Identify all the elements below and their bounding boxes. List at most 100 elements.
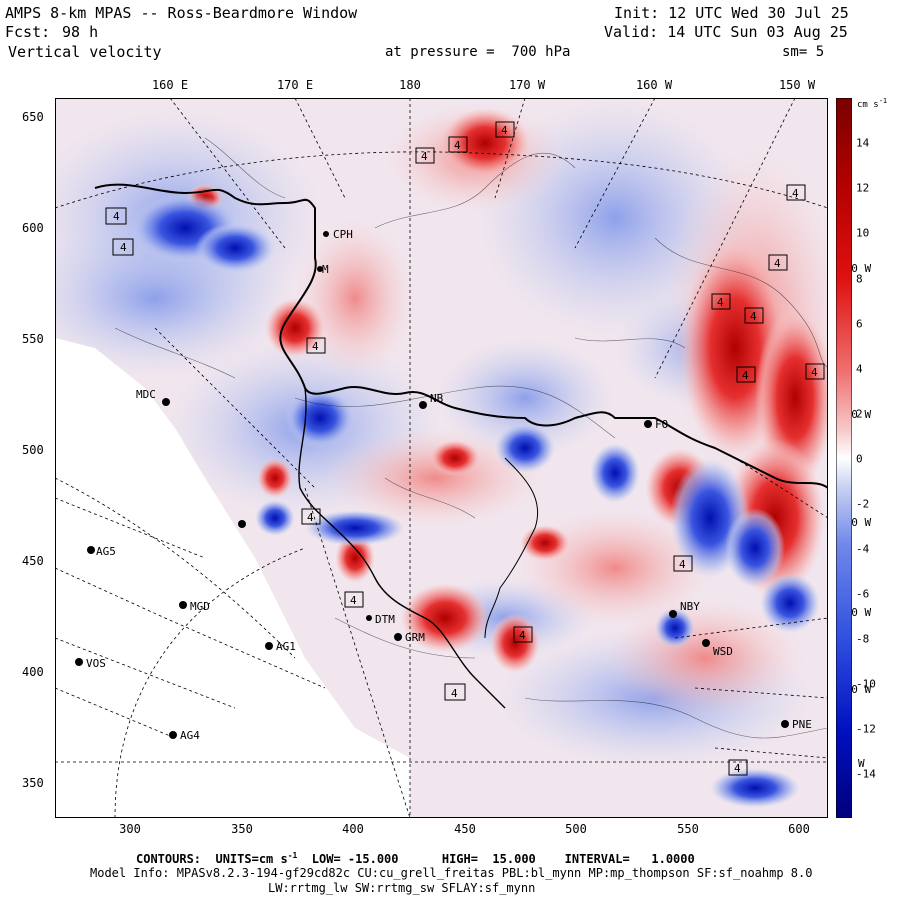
station-dot-ag4 bbox=[169, 731, 177, 739]
svg-text:4: 4 bbox=[811, 366, 818, 379]
svg-text:4: 4 bbox=[312, 340, 319, 353]
box-label: 4 bbox=[728, 759, 748, 776]
bottom-tick-600: 600 bbox=[788, 822, 810, 836]
left-tick-650: 650 bbox=[22, 110, 44, 124]
valid-time: Valid: 14 UTC Sun 03 Aug 25 bbox=[604, 23, 848, 41]
colorbar-label: -6 bbox=[856, 587, 870, 601]
box-label: 4 bbox=[112, 238, 134, 256]
station-dot-fo bbox=[644, 420, 652, 428]
forecast-hours: 98 h bbox=[62, 23, 99, 41]
left-tick-450: 450 bbox=[22, 554, 44, 568]
station-dot-ag1 bbox=[265, 642, 273, 650]
map-frame bbox=[55, 98, 828, 818]
box-label: 4 bbox=[306, 337, 326, 354]
svg-text:4: 4 bbox=[307, 511, 314, 524]
box-label: 4 bbox=[495, 121, 515, 138]
top-tick-160e: 160 E bbox=[151, 78, 189, 92]
box-label: 4 bbox=[344, 591, 364, 608]
left-tick-350: 350 bbox=[22, 776, 44, 790]
station-label-vos: VOS bbox=[86, 657, 106, 670]
bottom-tick-500: 500 bbox=[565, 822, 587, 836]
contours-info: CONTOURS: UNITS=cm s-1 LOW= -15.000 HIGH… bbox=[136, 851, 695, 866]
colorbar-label: 8 bbox=[856, 272, 863, 286]
colorbar-label: -8 bbox=[856, 632, 870, 646]
svg-text:4: 4 bbox=[717, 296, 724, 309]
top-tick-150w: 150 W bbox=[778, 78, 816, 92]
coastline-transantarctic bbox=[298, 387, 506, 709]
box-label: 4 bbox=[513, 626, 533, 643]
colorbar bbox=[836, 98, 852, 818]
colorbar-label: 12 bbox=[856, 181, 870, 195]
station-dot-nb bbox=[419, 401, 427, 409]
field-name: Vertical velocity bbox=[8, 43, 162, 61]
init-time: Init: 12 UTC Wed 30 Jul 25 bbox=[614, 4, 849, 22]
station-label-nby: NBY bbox=[680, 600, 700, 613]
svg-text:4: 4 bbox=[451, 687, 458, 700]
station-dot-ag5 bbox=[87, 546, 95, 554]
station-label-fo: FO bbox=[655, 418, 668, 431]
box-label: 4 bbox=[673, 555, 693, 572]
station-label-m: M bbox=[322, 263, 329, 276]
svg-text:4: 4 bbox=[750, 310, 757, 323]
top-tick-170e: 170 E bbox=[276, 78, 314, 92]
station-dot-grm bbox=[394, 633, 402, 641]
station-label-dtm: DTM bbox=[375, 613, 395, 626]
station-dot-wsd bbox=[702, 639, 710, 647]
svg-text:4: 4 bbox=[350, 594, 357, 607]
station-dot-vos bbox=[75, 658, 83, 666]
colorbar-label: -4 bbox=[856, 542, 870, 556]
smoothing-value: sm= 5 bbox=[782, 44, 825, 60]
left-tick-400: 400 bbox=[22, 665, 44, 679]
station-label-ag5: AG5 bbox=[96, 545, 116, 558]
colorbar-label: -10 bbox=[856, 677, 876, 691]
svg-text:4: 4 bbox=[454, 139, 461, 152]
colorbar-label: -14 bbox=[856, 767, 876, 781]
pressure-level: at pressure = 700 hPa bbox=[385, 44, 571, 60]
bottom-tick-400: 400 bbox=[342, 822, 364, 836]
station-dot-mdc bbox=[162, 398, 170, 406]
top-tick-160w: 160 W bbox=[635, 78, 673, 92]
colorbar-label: 6 bbox=[856, 317, 863, 331]
colorbar-label: 2 bbox=[856, 407, 863, 421]
svg-text:4: 4 bbox=[792, 187, 799, 200]
station-label-ag4: AG4 bbox=[180, 729, 200, 742]
colorbar-label: 0 bbox=[856, 452, 863, 466]
svg-text:4: 4 bbox=[742, 369, 749, 382]
bottom-tick-550: 550 bbox=[677, 822, 699, 836]
svg-text:4: 4 bbox=[113, 210, 120, 223]
colorbar-label: 4 bbox=[856, 362, 863, 376]
left-tick-600: 600 bbox=[22, 221, 44, 235]
station-label-ag1: AG1 bbox=[276, 640, 296, 653]
top-tick-170w: 170 W bbox=[508, 78, 546, 92]
station-label-nb: NB bbox=[430, 392, 444, 405]
colorbar-label: 14 bbox=[856, 136, 870, 150]
svg-text:4: 4 bbox=[120, 241, 127, 254]
station-dot-unnamed bbox=[238, 520, 246, 528]
svg-text:4: 4 bbox=[421, 150, 428, 163]
bottom-tick-300: 300 bbox=[119, 822, 141, 836]
svg-text:4: 4 bbox=[501, 124, 508, 137]
plot-title: AMPS 8-km MPAS -- Ross-Beardmore Window bbox=[5, 4, 358, 22]
box-label: 4 bbox=[736, 366, 756, 383]
meridian-label-w: W bbox=[858, 757, 865, 770]
colorbar-unit: cm s-1 bbox=[857, 97, 888, 110]
svg-text:4: 4 bbox=[519, 629, 526, 642]
bottom-tick-350: 350 bbox=[231, 822, 253, 836]
box-label: 4 bbox=[744, 307, 764, 324]
bottom-tick-450: 450 bbox=[454, 822, 476, 836]
colorbar-label: -2 bbox=[856, 497, 870, 511]
svg-text:4: 4 bbox=[679, 558, 686, 571]
top-tick-180: 180 bbox=[399, 78, 421, 92]
box-label: 4 bbox=[768, 254, 788, 271]
box-label: 4 bbox=[301, 508, 321, 525]
station-label-mgd: MGD bbox=[190, 600, 210, 613]
box-label: 4 bbox=[805, 363, 825, 380]
station-label-cph: CPH bbox=[333, 228, 353, 241]
station-label-mdc: MDC bbox=[136, 388, 156, 401]
vertical-velocity-map bbox=[55, 98, 828, 818]
station-dot-cph bbox=[323, 231, 329, 237]
box-label: 4 bbox=[415, 147, 435, 164]
station-dot-nby bbox=[669, 610, 677, 618]
station-label-pne: PNE bbox=[792, 718, 812, 731]
